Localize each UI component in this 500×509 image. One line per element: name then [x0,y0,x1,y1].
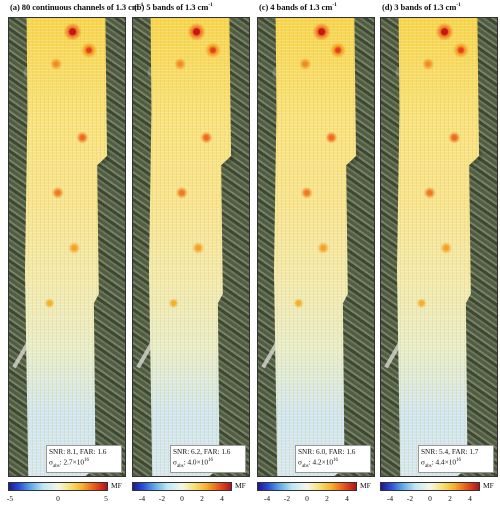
map-image: SNR: 6.2, FAR: 1.6 σabs: 4.0×1016 [132,17,250,477]
colorbar-tick: 2 [325,494,329,503]
colorbar-tick: -2 [158,494,166,503]
snr-far-text: SNR: 6.2, FAR: 1.6 [173,447,231,457]
colorbar-gradient [132,482,232,491]
stats-box: SNR: 6.2, FAR: 1.6 σabs: 4.0×1016 [170,445,246,473]
colorbar-tick: -5 [6,494,14,503]
colorbar: MF -4 -2 0 2 4 [257,481,375,509]
panel-c: (c) 4 bands of 1.3 cm-1 SNR: 6.0, FAR: 1… [257,0,375,509]
snr-far-text: SNR: 8.1, FAR: 1.6 [49,447,107,457]
colorbar-tick: -2 [406,494,414,503]
colorbar-tick: -4 [386,494,394,503]
colorbar-tick: 0 [428,494,432,503]
panel-title: (d) 3 bands of 1.3 cm-1 [382,2,461,12]
stats-box: SNR: 6.0, FAR: 1.6 σabs: 4.2×1016 [295,445,371,473]
panel-d: (d) 3 bands of 1.3 cm-1 SNR: 5.4, FAR: 1… [380,0,498,509]
colorbar-gradient [380,482,480,491]
mf-swath-overlay [397,18,479,476]
colorbar-tick: 4 [220,494,224,503]
colorbar-tick: 0 [56,494,60,503]
panel-title: (a) 80 continuous channels of 1.3 cm-1 [10,2,144,12]
colorbar-tick: 0 [305,494,309,503]
colorbar-tick: 4 [345,494,349,503]
panel-title: (b) 5 bands of 1.3 cm-1 [134,2,213,12]
colorbar-unit: MF [360,481,371,490]
colorbar-unit: MF [235,481,246,490]
snr-far-text: SNR: 5.4, FAR: 1.7 [421,447,479,457]
colorbar: MF -4 -2 0 2 4 [132,481,250,509]
colorbar-tick: 2 [200,494,204,503]
sigma-text: σabs: 4.0×1016 [173,457,213,469]
colorbar-tick: -2 [283,494,291,503]
colorbar-tick: 0 [180,494,184,503]
map-image: SNR: 8.1, FAR: 1.6 σabs: 2.7×1016 [8,17,126,477]
sigma-text: σabs: 4.2×1016 [298,457,338,469]
mf-swath-overlay [25,18,107,476]
sigma-text: σabs: 2.7×1016 [49,457,89,469]
mf-swath-overlay [149,18,231,476]
panel-a: (a) 80 continuous channels of 1.3 cm-1 S… [6,0,144,509]
colorbar-tick: 4 [468,494,472,503]
colorbar-gradient [8,482,108,491]
colorbar-tick: 5 [104,494,108,503]
map-image: SNR: 6.0, FAR: 1.6 σabs: 4.2×1016 [257,17,375,477]
colorbar-tick: -4 [138,494,146,503]
mf-swath-overlay [274,18,356,476]
colorbar-unit: MF [483,481,494,490]
panel-title: (c) 4 bands of 1.3 cm-1 [259,2,337,12]
map-image: SNR: 5.4, FAR: 1.7 σabs: 4.4×1016 [380,17,498,477]
colorbar-gradient [257,482,357,491]
stats-box: SNR: 5.4, FAR: 1.7 σabs: 4.4×1016 [418,445,494,473]
colorbar: MF -5 0 5 [6,481,126,509]
panel-b: (b) 5 bands of 1.3 cm-1 SNR: 6.2, FAR: 1… [132,0,250,509]
sigma-text: σabs: 4.4×1016 [421,457,461,469]
colorbar-unit: MF [111,481,122,490]
stats-box: SNR: 8.1, FAR: 1.6 σabs: 2.7×1016 [46,445,122,473]
colorbar-tick: 2 [448,494,452,503]
colorbar-tick: -4 [263,494,271,503]
snr-far-text: SNR: 6.0, FAR: 1.6 [298,447,356,457]
colorbar: MF -4 -2 0 2 4 [380,481,498,509]
